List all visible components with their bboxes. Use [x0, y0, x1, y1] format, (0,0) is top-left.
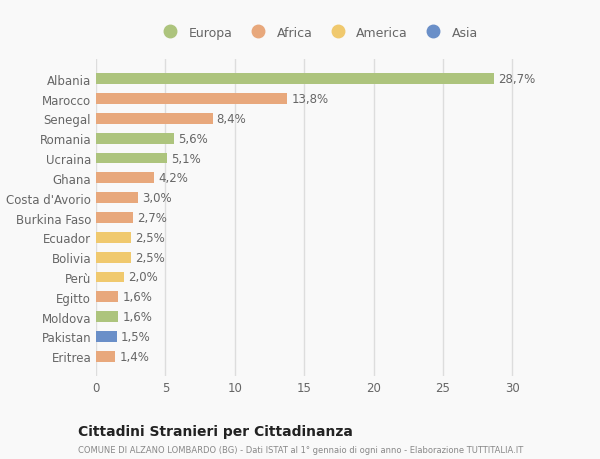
Text: 1,6%: 1,6% — [122, 310, 152, 324]
Text: 13,8%: 13,8% — [292, 93, 329, 106]
Text: 3,0%: 3,0% — [142, 192, 172, 205]
Bar — [96, 153, 167, 164]
Legend: Europa, Africa, America, Asia: Europa, Africa, America, Asia — [153, 22, 483, 45]
Text: Cittadini Stranieri per Cittadinanza: Cittadini Stranieri per Cittadinanza — [78, 425, 353, 438]
Bar — [96, 173, 154, 184]
Bar — [96, 94, 287, 105]
Bar — [96, 272, 124, 283]
Text: 1,6%: 1,6% — [122, 291, 152, 304]
Text: 1,4%: 1,4% — [119, 350, 149, 363]
Bar — [96, 252, 131, 263]
Text: 8,4%: 8,4% — [217, 112, 247, 126]
Bar — [96, 312, 118, 322]
Bar — [96, 134, 174, 144]
Bar — [96, 213, 133, 224]
Text: 4,2%: 4,2% — [158, 172, 188, 185]
Text: 1,5%: 1,5% — [121, 330, 151, 343]
Bar — [96, 193, 137, 204]
Text: 2,5%: 2,5% — [135, 251, 164, 264]
Bar — [96, 292, 118, 302]
Text: COMUNE DI ALZANO LOMBARDO (BG) - Dati ISTAT al 1° gennaio di ogni anno - Elabora: COMUNE DI ALZANO LOMBARDO (BG) - Dati IS… — [78, 445, 523, 454]
Text: 2,7%: 2,7% — [137, 212, 167, 224]
Text: 2,5%: 2,5% — [135, 231, 164, 244]
Text: 5,6%: 5,6% — [178, 132, 208, 146]
Bar — [96, 74, 494, 85]
Bar — [96, 114, 212, 124]
Text: 28,7%: 28,7% — [499, 73, 536, 86]
Bar — [96, 331, 117, 342]
Text: 2,0%: 2,0% — [128, 271, 158, 284]
Text: 5,1%: 5,1% — [171, 152, 200, 165]
Bar — [96, 232, 131, 243]
Bar — [96, 351, 115, 362]
